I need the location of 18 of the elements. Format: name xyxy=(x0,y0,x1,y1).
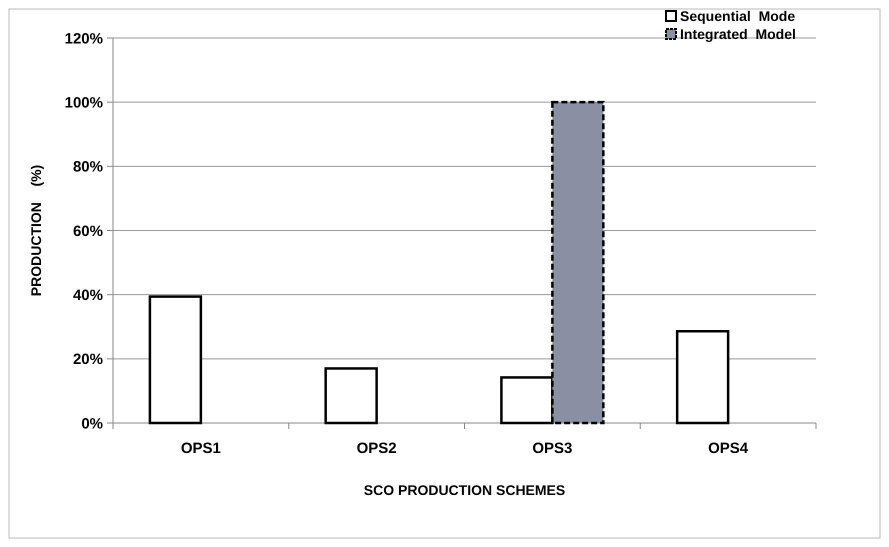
legend-label: Sequential Mode xyxy=(680,8,796,24)
y-tick-label: 80% xyxy=(72,158,103,176)
x-tick-label: OPS1 xyxy=(180,440,221,457)
y-tick-label: 100% xyxy=(64,94,103,112)
x-axis-title: SCO PRODUCTION SCHEMES xyxy=(364,482,566,498)
bar xyxy=(324,367,378,424)
x-tick-label: OPS3 xyxy=(532,440,572,457)
y-tick-label: 0% xyxy=(81,415,103,432)
x-tick-label: OPS2 xyxy=(356,440,397,457)
y-tick-label: 20% xyxy=(72,351,103,368)
legend-label: Integrated Model xyxy=(680,26,796,42)
y-axis-title: PRODUCTION (%) xyxy=(28,164,44,296)
bar xyxy=(676,330,730,424)
y-tick-label: 40% xyxy=(72,286,103,304)
y-tick-label: 120% xyxy=(64,30,103,48)
y-tick-label: 60% xyxy=(72,222,103,240)
x-tick-label: OPS4 xyxy=(708,440,749,457)
bar xyxy=(148,295,202,424)
